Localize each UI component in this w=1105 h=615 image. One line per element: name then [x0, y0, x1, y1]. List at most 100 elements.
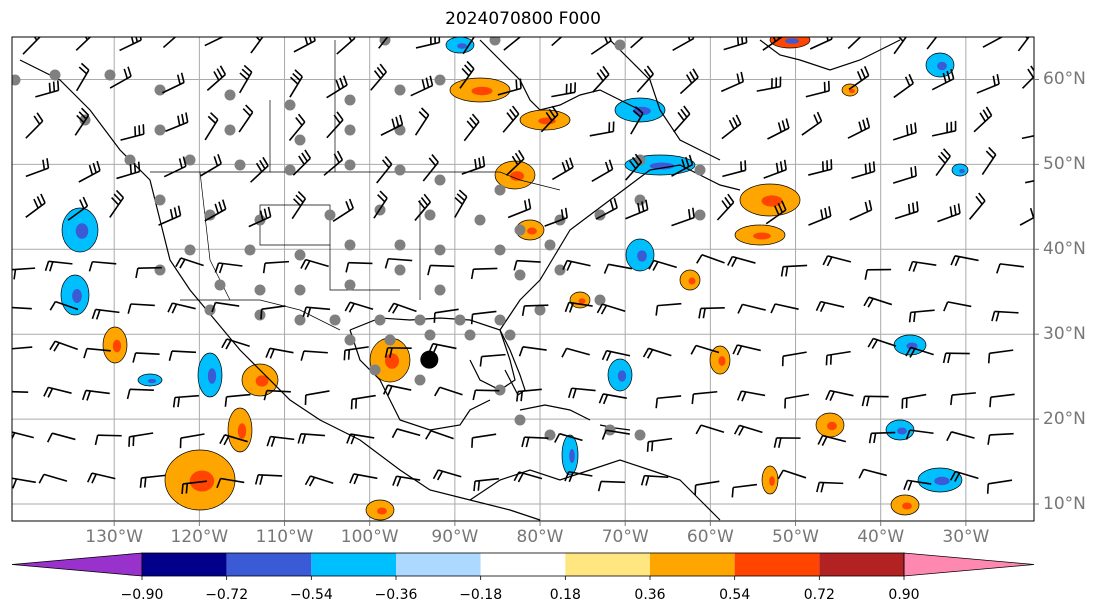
colorbar-label: 0.72 [803, 587, 835, 603]
wind-barb [595, 198, 618, 220]
field-core [849, 88, 855, 94]
wind-barb [893, 37, 908, 55]
colorbar-segment [480, 553, 566, 576]
station-dot [154, 124, 166, 136]
wind-barb [346, 433, 375, 445]
wind-barb [695, 424, 725, 435]
wind-barb [722, 160, 747, 178]
field-core [385, 353, 399, 369]
wind-barb [732, 344, 761, 356]
wind-barb [463, 113, 480, 142]
wind-barb [861, 395, 889, 407]
wind-barb [459, 60, 475, 89]
wind-barb [300, 350, 328, 361]
wind-barb [297, 433, 326, 444]
station-dot [494, 184, 506, 196]
field-core [527, 227, 537, 235]
wind-barb [590, 37, 612, 55]
wind-barb [636, 65, 654, 93]
wind-barb [432, 469, 462, 481]
wind-barb [479, 353, 506, 367]
wind-barb [425, 429, 454, 440]
wind-barb [950, 255, 979, 267]
wind-barb [472, 389, 500, 401]
wind-barb [868, 431, 896, 444]
field-core [688, 277, 696, 285]
wind-barb [817, 434, 847, 446]
field-core [578, 298, 586, 304]
wind-barb [83, 347, 111, 359]
colorbar-frame [141, 552, 905, 577]
wind-barb [392, 475, 421, 487]
wind-barb [763, 159, 787, 179]
wind-barb [88, 260, 117, 272]
colorbar-segment [819, 553, 904, 576]
wind-barb [336, 37, 356, 55]
station-dot [294, 249, 306, 261]
station-dot [244, 244, 256, 256]
colorbar-segment [311, 553, 396, 576]
field-core [471, 86, 493, 96]
wind-barb [94, 434, 122, 446]
wind-barb [262, 260, 290, 274]
station-dot [284, 164, 296, 176]
wind-barb [1019, 206, 1034, 226]
station-dot [474, 214, 486, 226]
lon-label: 120°W [170, 527, 229, 547]
station-dot [284, 99, 296, 111]
cyclone-dot [420, 350, 439, 369]
wind-barb [462, 37, 476, 55]
wind-barb [982, 37, 1004, 48]
wind-barb [507, 198, 532, 219]
map-title: 2024070800 F000 [445, 9, 601, 29]
wind-barb [642, 347, 672, 359]
wind-barb [822, 255, 852, 267]
station-dot [154, 84, 166, 96]
wind-barb [25, 193, 46, 218]
wind-barb [516, 388, 542, 402]
wind-barb [903, 479, 932, 491]
wind-barb [976, 74, 1000, 94]
wind-barb [200, 153, 222, 177]
wind-barb [35, 80, 60, 98]
field-core [377, 507, 387, 515]
lon-label: 100°W [340, 527, 399, 547]
colorbar-segment [565, 553, 650, 576]
wind-barb [765, 200, 787, 225]
wind-barb [46, 432, 76, 443]
field-core [906, 342, 918, 350]
wind-barb [908, 260, 937, 272]
station-dot [594, 294, 606, 306]
wind-barb [109, 189, 125, 218]
lat-label: 10°N [1043, 494, 1086, 515]
station-dot [224, 89, 236, 101]
station-dot [294, 314, 306, 326]
wind-barb [630, 37, 645, 49]
station-dot [49, 69, 61, 81]
wind-barb [75, 62, 90, 92]
wind-barb [410, 75, 434, 97]
wind-barb [773, 437, 801, 448]
wind-barb [640, 474, 669, 486]
wind-barb [238, 64, 253, 94]
wind-barb [109, 66, 132, 89]
station-dot [514, 414, 526, 426]
wind-barb [454, 189, 468, 218]
station-dot [489, 37, 501, 46]
colorbar-label: 0.54 [719, 587, 751, 603]
wind-barb [370, 63, 387, 91]
wind-barb [805, 80, 830, 98]
field-core [72, 289, 82, 303]
wind-barb [673, 105, 691, 133]
wind-barb [892, 122, 917, 141]
wind-barb [263, 389, 291, 401]
station-dot [254, 309, 266, 321]
wind-barb [863, 296, 893, 308]
wind-barb [304, 390, 330, 406]
wind-barb [567, 387, 596, 399]
wind-barb [168, 350, 196, 361]
wind-barb [849, 200, 873, 221]
colorbar-label: −0.90 [120, 587, 164, 603]
wind-barb [601, 349, 631, 362]
wind-barb [931, 120, 957, 137]
